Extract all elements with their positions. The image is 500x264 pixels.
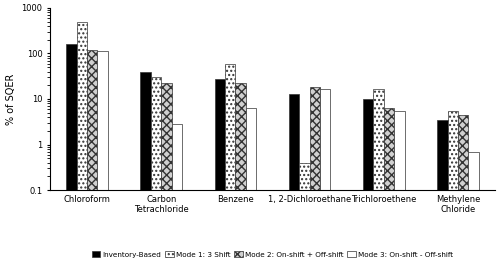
Bar	[172, 124, 182, 264]
Bar	[87, 50, 98, 264]
Bar	[384, 107, 394, 264]
Bar	[161, 83, 172, 264]
Bar	[214, 79, 225, 264]
Bar	[320, 88, 330, 264]
Bar	[66, 44, 76, 264]
Bar	[151, 77, 161, 264]
Bar	[289, 94, 299, 264]
Bar	[225, 64, 235, 264]
Bar	[458, 115, 468, 264]
Bar	[448, 111, 458, 264]
Bar	[98, 51, 108, 264]
Bar	[140, 72, 151, 264]
Bar	[310, 87, 320, 264]
Bar	[363, 99, 374, 264]
Bar	[437, 120, 448, 264]
Bar	[76, 22, 87, 264]
Bar	[468, 152, 478, 264]
Y-axis label: % of SQER: % of SQER	[6, 73, 16, 125]
Bar	[246, 107, 256, 264]
Bar	[374, 88, 384, 264]
Bar	[236, 83, 246, 264]
Legend: Inventory-Based, Mode 1: 3 Shift, Mode 2: On-shift + Off-shift, Mode 3: On-shift: Inventory-Based, Mode 1: 3 Shift, Mode 2…	[89, 248, 456, 261]
Bar	[394, 111, 404, 264]
Bar	[299, 163, 310, 264]
